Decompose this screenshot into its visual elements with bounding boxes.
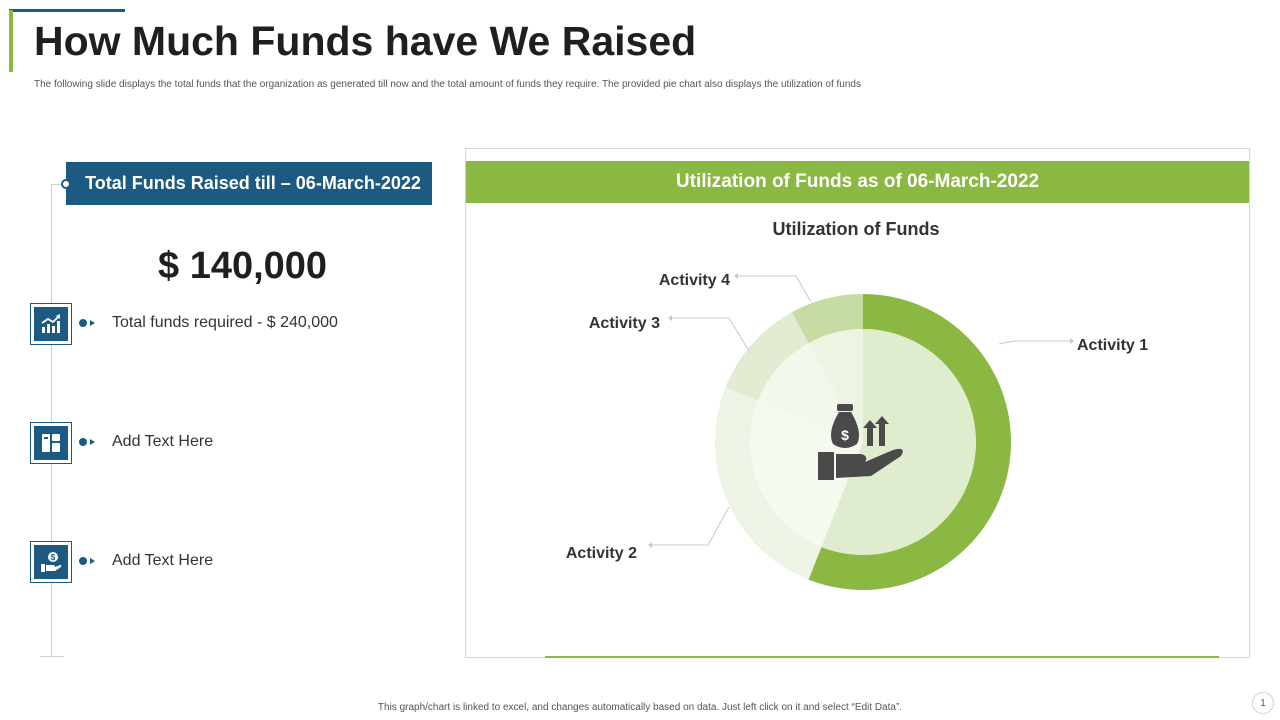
leader-arrow-3 <box>668 315 672 321</box>
donut-slice-3[interactable] <box>725 312 809 401</box>
utilization-panel-header: Utilization of Funds as of 06-March-2022 <box>466 161 1249 203</box>
utilization-donut-chart[interactable]: Activity 1 Activity 2 Activity 3 Activity 4… <box>466 210 1249 650</box>
item-bullet <box>79 437 97 447</box>
leader-line-2 <box>652 506 730 546</box>
title-accent-horizontal <box>9 9 125 12</box>
page-subtitle: The following slide displays the total f… <box>34 79 861 90</box>
timeline-dot <box>61 179 71 189</box>
item-text-funds-required: Total funds required - $ 240,000 <box>112 314 338 331</box>
item-bullet <box>79 556 97 566</box>
slice-label-4: Activity 4 <box>659 272 730 289</box>
footer-note: This graph/chart is linked to excel, and… <box>377 702 903 713</box>
growth-chart-icon <box>30 303 72 345</box>
donut-slice-1[interactable] <box>808 294 1011 590</box>
slice-label-2: Activity 2 <box>566 545 637 562</box>
page-title: How Much Funds have We Raised <box>34 18 697 64</box>
item-text-placeholder-1: Add Text Here <box>112 433 214 450</box>
blocks-icon <box>30 422 72 464</box>
slice-label-1: Activity 1 <box>1077 337 1148 354</box>
title-accent-vertical <box>9 10 13 72</box>
slice-label-3: Activity 3 <box>589 315 660 332</box>
timeline-connector <box>51 184 65 185</box>
timeline-foot <box>40 656 64 657</box>
item-text-placeholder-2: Add Text Here <box>112 552 214 569</box>
money-hand-icon: $ <box>30 541 72 583</box>
item-bullet <box>79 318 97 328</box>
leader-line-4 <box>738 275 812 303</box>
donut-slice-2[interactable] <box>715 387 822 580</box>
leader-arrow-4 <box>734 273 738 279</box>
funds-raised-header: Total Funds Raised till – 06-March-2022 <box>66 162 432 205</box>
svg-text:$: $ <box>51 553 56 562</box>
panel-bottom-accent <box>545 656 1219 658</box>
dollar-glyph: $ <box>841 427 849 443</box>
donut-slice-4[interactable] <box>791 294 863 343</box>
leader-line-1 <box>998 340 1070 345</box>
leader-arrow-1 <box>1070 338 1074 344</box>
money-bag-hand-icon: $ <box>818 404 903 480</box>
page-number: 1 <box>1252 692 1274 714</box>
funds-raised-amount: $ 140,000 <box>158 245 328 287</box>
leader-line-3 <box>672 317 750 352</box>
leader-arrow-2 <box>648 542 652 548</box>
chart-title: Utilization of Funds <box>772 219 940 239</box>
donut-inner-wedge-1 <box>821 329 976 555</box>
donut-hole <box>750 329 976 555</box>
timeline-line <box>51 184 52 657</box>
